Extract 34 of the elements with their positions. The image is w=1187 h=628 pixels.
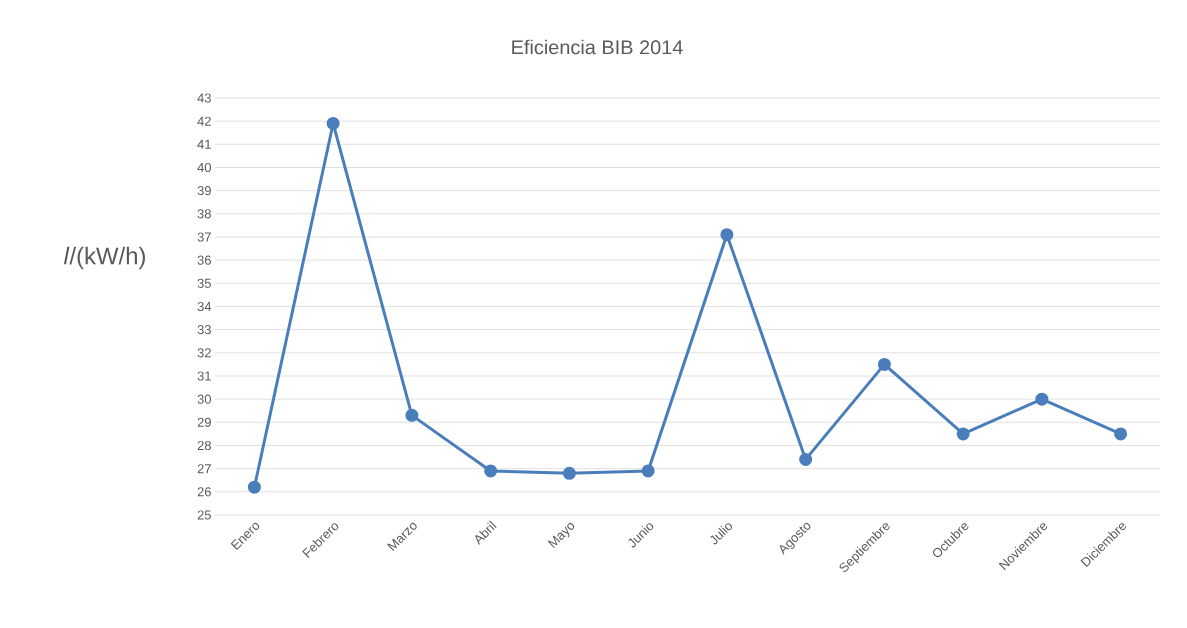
point — [247, 480, 261, 494]
point — [1114, 427, 1128, 441]
y-tick-label: 41 — [197, 139, 211, 149]
y-tick-label: 40 — [197, 162, 211, 173]
point — [326, 116, 340, 130]
y-tick-label: 31 — [197, 371, 211, 381]
point — [720, 228, 734, 242]
y-tick-label: 29 — [197, 417, 211, 427]
point — [641, 464, 655, 478]
y-tick-label: 32 — [197, 348, 211, 358]
x-tick-label: Julio — [710, 523, 733, 545]
y-tick-label: 26 — [197, 487, 211, 497]
y-tick-label: 38 — [197, 209, 211, 219]
y-tick-label: 43 — [197, 93, 211, 103]
y-axis-title: l/(kW/h) — [63, 246, 145, 270]
point — [877, 357, 891, 371]
point — [799, 452, 813, 466]
y-tick-label: 37 — [197, 232, 211, 242]
y-tick-label: 30 — [197, 394, 211, 404]
y-tick-label: 35 — [197, 278, 211, 288]
point — [405, 408, 419, 422]
point — [1035, 392, 1049, 406]
y-tick-label: 27 — [197, 464, 211, 474]
point — [562, 466, 576, 480]
point — [956, 427, 970, 441]
chart-title: Eficiencia BIB 2014 — [512, 39, 683, 55]
y-tick-label: 34 — [197, 301, 212, 312]
y-tick-label: 33 — [197, 325, 211, 335]
y-tick-label: 28 — [197, 440, 211, 451]
y-tick-label: 25 — [197, 510, 211, 520]
y-tick-label: 42 — [197, 116, 211, 126]
y-tick-label: 36 — [197, 255, 211, 265]
y-tick-label: 39 — [197, 186, 211, 196]
point — [484, 464, 498, 478]
